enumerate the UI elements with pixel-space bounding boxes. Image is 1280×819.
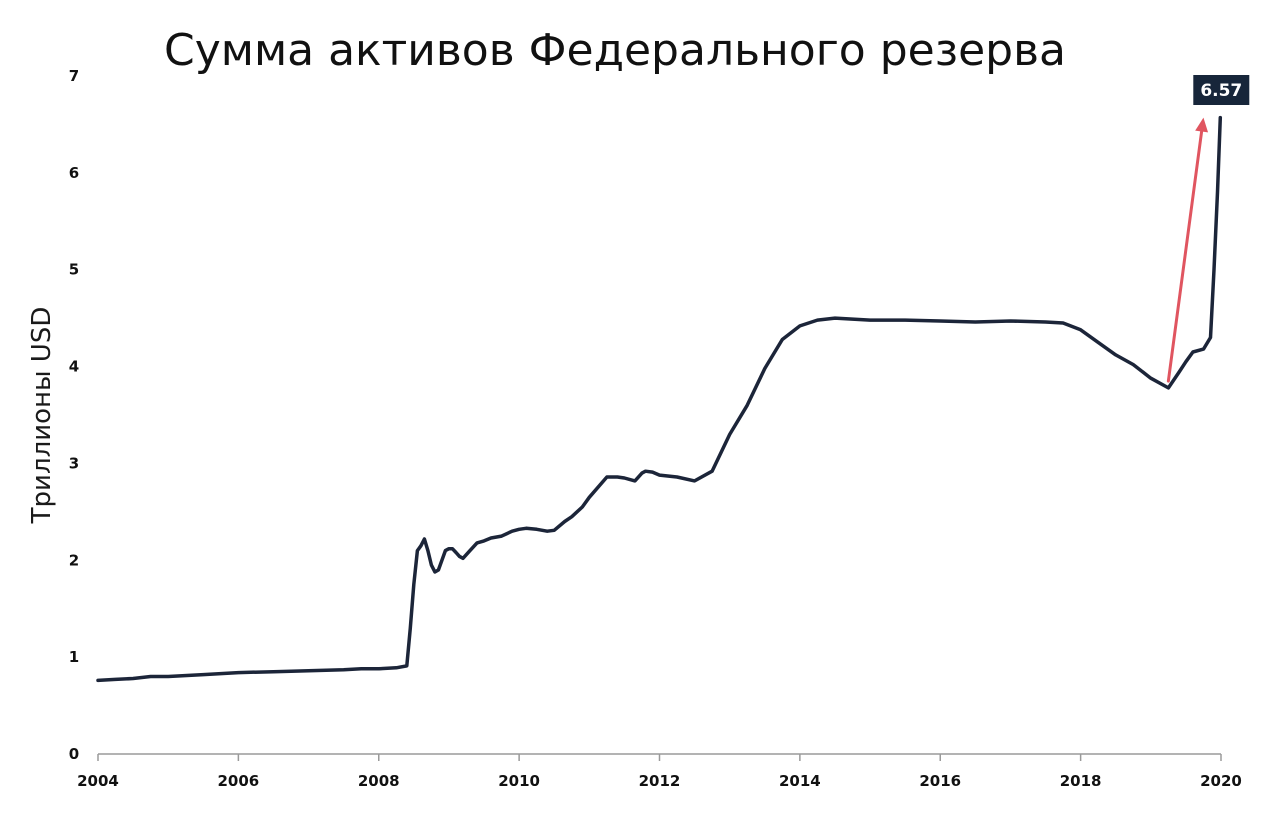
plot-area: [96, 115, 1223, 683]
x-axis: 2004 2006 2008 2010 2012 2014 2016 2018 2020: [77, 753, 1242, 790]
x-tick-label: 2016: [919, 772, 961, 790]
y-tick-label: 7: [69, 67, 79, 85]
y-tick-label: 2: [69, 551, 79, 569]
y-axis-label: Триллионы USD: [27, 307, 57, 525]
series-line: [96, 115, 1223, 683]
value-badge: [1193, 75, 1250, 105]
x-tick-label: 2006: [218, 772, 260, 790]
y-tick-label: 1: [69, 648, 79, 666]
value-badge-label: 6.57: [1200, 81, 1242, 101]
x-tick-label: 2008: [358, 772, 400, 790]
y-tick-label: 0: [69, 745, 79, 763]
chart-title: Сумма активов Федерального резерва: [164, 25, 1066, 76]
x-tick-label: 2010: [498, 772, 540, 790]
x-tick-label: 2004: [77, 772, 119, 790]
y-tick-label: 3: [69, 454, 79, 472]
x-tick-label: 2012: [639, 772, 681, 790]
y-axis-ticks: 0 1 2 3 4 5 6 7: [69, 67, 79, 763]
y-tick-label: 5: [69, 261, 79, 279]
trend-arrow-shaft: [1166, 130, 1204, 383]
y-tick-label: 4: [69, 358, 79, 376]
annotations: 6.57: [1166, 75, 1250, 383]
x-tick-label: 2014: [779, 772, 821, 790]
x-tick-label: 2018: [1060, 772, 1102, 790]
y-tick-label: 6: [69, 164, 79, 182]
x-tick-label: 2020: [1200, 772, 1242, 790]
trend-arrow-head: [1195, 117, 1209, 133]
